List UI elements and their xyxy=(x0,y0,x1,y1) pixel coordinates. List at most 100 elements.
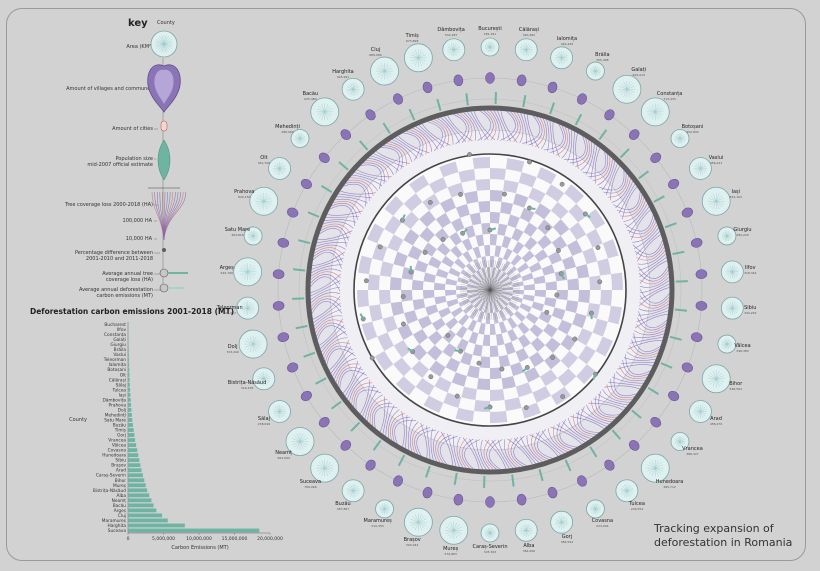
checker-cell xyxy=(403,193,423,212)
loss-strand xyxy=(625,354,652,375)
loss-strand xyxy=(328,340,349,371)
center-hairline xyxy=(489,289,520,295)
checker-cell xyxy=(551,307,566,320)
county-ray xyxy=(727,303,733,309)
loss-strand xyxy=(323,219,357,223)
county-value: 713,433 xyxy=(663,97,676,102)
county-ray xyxy=(590,506,596,510)
bar-x-tick-label: 20,000,000 xyxy=(257,536,283,542)
county-name: Botoșani xyxy=(681,123,704,130)
county-ray xyxy=(677,138,681,144)
checker-cell xyxy=(458,169,476,183)
center-hairline xyxy=(489,271,514,291)
county-ray xyxy=(561,519,568,523)
checker-cell xyxy=(567,278,579,290)
loss-strand xyxy=(483,439,494,471)
county-ray xyxy=(593,503,596,510)
checker-cell xyxy=(531,301,545,312)
checker-cell xyxy=(544,297,557,308)
loss-strand xyxy=(610,378,636,399)
loss-strand xyxy=(510,437,525,468)
county-ray xyxy=(732,308,736,315)
checker-cell xyxy=(533,275,546,285)
loss-strand xyxy=(638,269,670,282)
checker-cell xyxy=(384,195,404,216)
county-label: Hunedoara 485,712 xyxy=(656,479,684,490)
percent-node xyxy=(554,292,560,298)
county-ray xyxy=(316,467,325,472)
county-label: Sibiu 343,293 xyxy=(744,305,756,316)
county-value: 673,898 xyxy=(405,38,419,43)
loss-strand xyxy=(462,111,476,141)
loss-strand xyxy=(315,322,346,338)
center-hairline xyxy=(489,289,517,304)
county-ray xyxy=(279,165,286,169)
center-hairline xyxy=(489,289,495,320)
center-hairline xyxy=(487,260,491,291)
loss-strand xyxy=(310,298,342,311)
county-ray xyxy=(486,529,491,534)
county-ray xyxy=(484,46,491,50)
loss-strand xyxy=(321,223,351,235)
loss-strand xyxy=(456,436,464,469)
bar-category-label: Maramureș xyxy=(102,518,127,524)
loss-strand xyxy=(312,296,341,320)
bar-category-label: Ilfov xyxy=(117,327,127,333)
loss-strand xyxy=(620,196,645,217)
loss-strand xyxy=(309,280,341,297)
avg-loss-tick xyxy=(653,195,665,203)
county-ray xyxy=(726,235,731,240)
loss-strand xyxy=(335,363,360,384)
checker-cell xyxy=(379,290,391,305)
county-villages-glyph xyxy=(393,475,403,487)
loss-strand xyxy=(609,165,621,201)
county-name: Vrancea xyxy=(682,446,703,453)
county-ray xyxy=(716,370,720,379)
bar-category-label: Călărași xyxy=(109,377,126,383)
loss-strand xyxy=(433,430,439,463)
loss-strand xyxy=(367,157,394,176)
loss-strand xyxy=(437,434,452,465)
county-ray xyxy=(487,532,491,539)
loss-strand xyxy=(639,256,668,278)
loss-strand xyxy=(344,366,362,397)
loss-strand xyxy=(623,357,657,361)
bar-category-label: Sălaj xyxy=(116,382,126,388)
loss-strand xyxy=(475,439,487,471)
checker-cell xyxy=(455,204,470,218)
loss-strand xyxy=(323,342,351,360)
county-ray xyxy=(651,460,656,469)
loss-strand xyxy=(397,135,430,154)
county-ray xyxy=(248,235,254,239)
checker-cell xyxy=(534,249,549,262)
county-name: Tulcea xyxy=(629,500,645,507)
county-ray xyxy=(593,70,596,77)
county-ray xyxy=(595,70,598,77)
checker-cell xyxy=(387,234,404,252)
county-ray xyxy=(418,57,422,66)
checker-cell xyxy=(412,298,426,311)
county-villages-glyph xyxy=(516,493,527,506)
county-name: Brăila xyxy=(595,51,610,58)
checker-cell xyxy=(462,238,473,252)
county-ray xyxy=(710,195,717,202)
loss-strand xyxy=(382,401,390,435)
loss-strand xyxy=(440,431,453,467)
checker-cell xyxy=(490,323,496,335)
county-ray xyxy=(299,136,306,139)
checker-cell xyxy=(460,269,472,279)
loss-strand xyxy=(624,214,654,232)
checker-cell xyxy=(429,177,448,194)
county-ray xyxy=(700,168,704,175)
loss-strand xyxy=(604,385,641,390)
checker-cell xyxy=(456,338,469,352)
loss-strand xyxy=(330,203,358,221)
county-ray xyxy=(520,530,527,533)
county-ray xyxy=(679,441,686,444)
county-ray xyxy=(241,271,248,278)
loss-strand xyxy=(439,436,458,466)
loss-strand xyxy=(546,119,550,152)
loss-strand xyxy=(552,121,560,158)
county-ray xyxy=(258,378,264,384)
county-ray xyxy=(447,530,454,537)
